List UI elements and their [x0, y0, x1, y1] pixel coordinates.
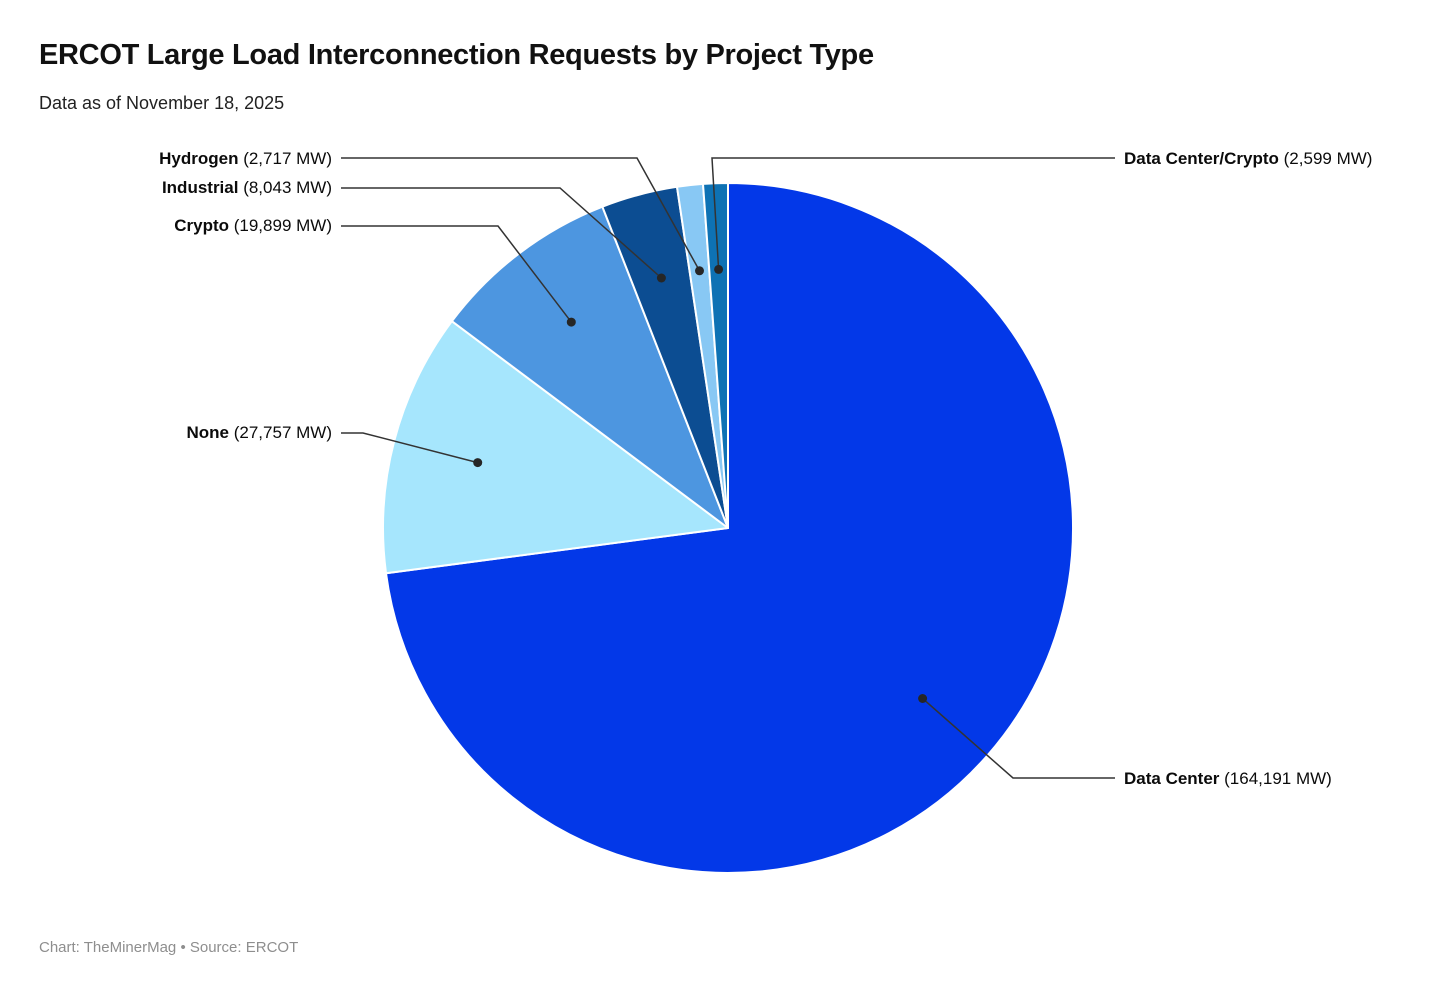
slice-label-value: (27,757 MW) — [229, 423, 332, 442]
callout-line-crypto — [341, 225, 572, 323]
slice-label-value: (8,043 MW) — [238, 178, 332, 197]
slice-label-value: (2,599 MW) — [1278, 149, 1373, 168]
slice-label-hydrogen: Hydrogen (2,717 MW) — [159, 149, 332, 169]
callout-dot-data-center — [918, 694, 928, 703]
slice-label-name: Industrial — [161, 178, 239, 197]
callout-line-data-center-crypto — [711, 157, 1115, 270]
slice-label-name: Data Center/Crypto — [1124, 149, 1279, 168]
callout-line-industrial — [341, 187, 662, 279]
slice-label-none: None (27,757 MW) — [187, 423, 332, 443]
slice-label-name: Crypto — [174, 216, 230, 235]
slice-label-data-center: Data Center (164,191 MW) — [1124, 769, 1332, 789]
chart-subtitle: Data as of November 18, 2025 — [39, 93, 285, 113]
slice-label-crypto: Crypto (19,899 MW) — [174, 216, 332, 236]
slice-label-value: (2,717 MW) — [238, 149, 332, 168]
slice-label-industrial: Industrial (8,043 MW) — [162, 178, 332, 198]
callout-line-none — [341, 432, 478, 464]
callout-dots — [473, 264, 928, 703]
callout-line-data-center — [922, 697, 1115, 779]
callout-dot-none — [473, 458, 483, 468]
callout-dot-data-center-crypto — [714, 264, 724, 274]
callout-dot-industrial — [656, 273, 666, 283]
callout-line-hydrogen — [341, 157, 701, 272]
chart-title: ERCOT Large Load Interconnection Request… — [39, 39, 874, 71]
callout-dot-crypto — [566, 317, 576, 327]
callout-lines — [341, 157, 1115, 779]
callout-dot-hydrogen — [695, 266, 704, 276]
slice-label-name: Hydrogen — [159, 149, 239, 168]
slice-label-name: None — [186, 423, 230, 442]
slice-label-name: Data Center — [1124, 769, 1220, 788]
slice-label-value: (164,191 MW) — [1219, 769, 1332, 788]
chart-credit: Chart: TheMinerMag • Source: ERCOT — [39, 939, 299, 956]
slice-label-value: (19,899 MW) — [229, 216, 332, 235]
slice-label-data-center-crypto: Data Center/Crypto (2,599 MW) — [1124, 149, 1372, 169]
pie-slices — [382, 181, 1074, 874]
